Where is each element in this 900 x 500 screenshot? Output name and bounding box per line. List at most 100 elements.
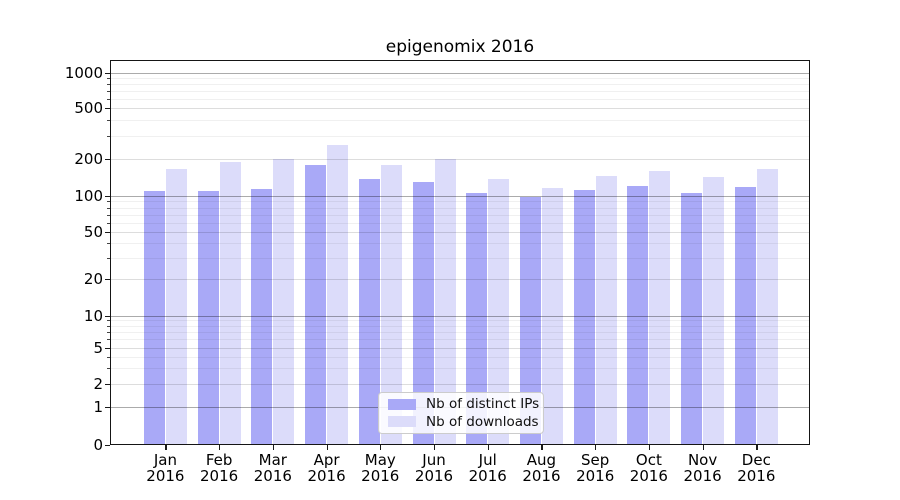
x-tick-mark-aug (541, 445, 543, 450)
y-minor-tick-mark-90 (107, 201, 110, 203)
x-tick-label-month: Nov (687, 451, 718, 469)
x-tick-mark-dec (756, 445, 758, 450)
bar-downloads-may (380, 164, 402, 445)
y-tick-label-1000: 1000 (64, 64, 103, 82)
x-tick-label-jun: Jun 2016 (402, 452, 466, 484)
bar-downloads-jan (165, 169, 187, 445)
x-tick-label-year: 2016 (683, 467, 722, 485)
x-tick-label-aug: Aug 2016 (509, 452, 573, 484)
y-tick-mark-50 (105, 232, 110, 234)
bar-downloads-sep (595, 175, 617, 445)
bar-downloads-aug (541, 188, 563, 445)
x-tick-label-sep: Sep 2016 (563, 452, 627, 484)
bar-downloads-feb (219, 161, 241, 445)
bar-downloads-oct (649, 170, 671, 445)
x-tick-label-year: 2016 (629, 467, 668, 485)
plot-area (110, 60, 810, 445)
bar-distinct-ips-feb (197, 190, 219, 445)
x-tick-label-year: 2016 (361, 467, 400, 485)
x-tick-mark-oct (648, 445, 651, 450)
y-tick-mark-1000 (105, 73, 110, 75)
y-minor-tick-mark-3 (107, 367, 110, 369)
bar-distinct-ips-nov (681, 193, 703, 445)
x-tick-label-jul: Jul 2016 (456, 452, 520, 484)
x-tick-mark-sep (595, 445, 597, 450)
x-tick-label-mar: Mar 2016 (241, 452, 305, 484)
y-tick-mark-5 (105, 348, 110, 350)
bar-downloads-mar (273, 159, 295, 445)
y-tick-label-5: 5 (93, 339, 103, 357)
y-minor-tick-mark-6 (107, 339, 110, 341)
bar-distinct-ips-oct (627, 186, 649, 445)
y-minor-tick-mark-9 (107, 320, 110, 322)
x-tick-label-month: Feb (205, 451, 233, 469)
y-tick-label-500: 500 (74, 99, 103, 117)
bar-distinct-ips-apr (305, 164, 327, 445)
x-tick-label-may: May 2016 (348, 452, 412, 484)
x-tick-label-month: Jan (153, 451, 177, 469)
x-tick-label-nov: Nov 2016 (671, 452, 735, 484)
chart-title: epigenomix 2016 (385, 37, 535, 57)
y-minor-tick-mark-8 (107, 325, 110, 327)
bar-downloads-jun (434, 159, 456, 445)
legend: Nb of distinct IPs Nb of downloads (378, 392, 544, 434)
y-minor-tick-mark-60 (107, 222, 110, 224)
bar-distinct-ips-jul (466, 193, 488, 445)
y-tick-mark-100 (105, 196, 110, 198)
x-tick-label-year: 2016 (522, 467, 561, 485)
bar-downloads-apr (327, 145, 349, 445)
y-tick-mark-20 (105, 279, 110, 281)
bar-distinct-ips-may (358, 178, 380, 445)
y-minor-tick-mark-800 (107, 84, 110, 86)
x-tick-label-oct: Oct 2016 (617, 452, 681, 484)
x-tick-label-year: 2016 (468, 467, 507, 485)
x-tick-label-year: 2016 (253, 467, 292, 485)
x-tick-label-month: Jul (478, 451, 497, 469)
x-tick-mark-nov (702, 445, 704, 450)
x-tick-mark-may (380, 445, 382, 450)
x-tick-mark-apr (326, 445, 328, 450)
y-tick-mark-1 (105, 407, 110, 409)
y-tick-label-10: 10 (83, 306, 103, 325)
x-tick-label-year: 2016 (737, 467, 776, 485)
bars (110, 60, 810, 445)
legend-swatch-distinct-ips (388, 398, 416, 410)
x-tick-mark-jun (434, 445, 436, 450)
legend-label-distinct-ips: Nb of distinct IPs (426, 396, 540, 413)
legend-item-downloads: Nb of downloads (388, 414, 539, 430)
y-tick-mark-2 (105, 383, 110, 385)
bar-downloads-nov (703, 177, 725, 445)
y-tick-label-1: 1 (93, 398, 103, 416)
y-minor-tick-mark-70 (107, 214, 110, 216)
x-tick-label-year: 2016 (576, 467, 615, 485)
x-tick-label-apr: Apr 2016 (295, 452, 359, 484)
x-tick-mark-feb (219, 445, 221, 450)
bar-distinct-ips-jan (143, 190, 165, 445)
x-tick-label-month: Mar (258, 451, 287, 469)
y-minor-tick-mark-900 (107, 78, 110, 80)
y-minor-tick-mark-700 (107, 91, 110, 92)
y-minor-tick-mark-400 (107, 120, 110, 122)
y-minor-tick-mark-30 (107, 258, 110, 260)
x-tick-label-year: 2016 (307, 467, 346, 485)
bar-distinct-ips-sep (573, 189, 595, 445)
y-tick-mark-0 (105, 445, 110, 447)
x-tick-label-month: May (364, 451, 396, 469)
x-tick-label-year: 2016 (414, 467, 454, 485)
legend-label-downloads: Nb of downloads (426, 413, 539, 430)
y-minor-tick-mark-80 (107, 207, 110, 209)
x-tick-label-month: Apr (313, 451, 340, 469)
bar-distinct-ips-aug (519, 197, 541, 445)
bar-downloads-jul (488, 178, 510, 445)
y-tick-label-2: 2 (93, 374, 103, 393)
y-minor-tick-mark-600 (107, 98, 110, 100)
bar-distinct-ips-mar (251, 188, 273, 445)
x-tick-mark-jul (487, 445, 489, 450)
legend-swatch-downloads (388, 416, 416, 428)
x-tick-label-year: 2016 (200, 467, 239, 485)
x-tick-label-month: Aug (526, 451, 557, 469)
y-tick-mark-10 (105, 315, 110, 317)
y-tick-label-20: 20 (83, 270, 103, 288)
bar-distinct-ips-dec (734, 187, 756, 445)
